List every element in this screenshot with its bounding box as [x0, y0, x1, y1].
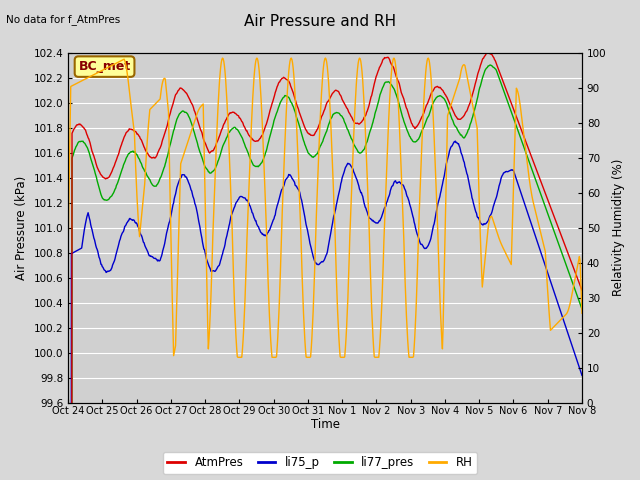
Legend: AtmPres, li75_p, li77_pres, RH: AtmPres, li75_p, li77_pres, RH	[163, 452, 477, 474]
Text: No data for f_AtmPres: No data for f_AtmPres	[6, 14, 121, 25]
Text: Air Pressure and RH: Air Pressure and RH	[244, 14, 396, 29]
Y-axis label: Relativity Humidity (%): Relativity Humidity (%)	[612, 159, 625, 297]
X-axis label: Time: Time	[310, 419, 340, 432]
Text: BC_met: BC_met	[79, 60, 131, 73]
Y-axis label: Air Pressure (kPa): Air Pressure (kPa)	[15, 176, 28, 280]
